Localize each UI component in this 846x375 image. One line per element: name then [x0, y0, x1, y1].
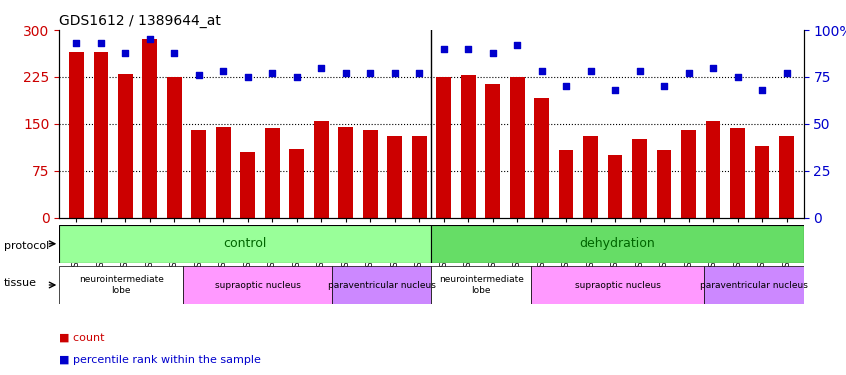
- Point: [118, 50, 132, 55]
- Text: dehydration: dehydration: [580, 237, 656, 250]
- Point: [608, 87, 622, 93]
- Bar: [240, 152, 255, 217]
- Bar: [706, 121, 721, 218]
- Text: neurointermediate
lobe: neurointermediate lobe: [439, 275, 524, 295]
- Point: [535, 68, 548, 74]
- Bar: [583, 136, 598, 218]
- Point: [192, 72, 206, 78]
- Text: protocol: protocol: [4, 241, 49, 250]
- Point: [413, 70, 426, 76]
- Text: control: control: [223, 237, 267, 250]
- Point: [143, 36, 157, 42]
- Bar: [59, 225, 431, 262]
- Text: paraventricular nucleus: paraventricular nucleus: [328, 280, 436, 290]
- Bar: [431, 225, 804, 262]
- Bar: [510, 77, 525, 218]
- Text: neurointermediate
lobe: neurointermediate lobe: [79, 275, 163, 295]
- Point: [266, 70, 279, 76]
- Point: [388, 70, 402, 76]
- Point: [559, 83, 573, 89]
- Bar: [431, 266, 530, 304]
- Bar: [559, 150, 574, 217]
- Bar: [530, 266, 705, 304]
- Bar: [656, 150, 672, 217]
- Bar: [705, 266, 804, 304]
- Bar: [332, 266, 431, 304]
- Bar: [184, 266, 332, 304]
- Point: [437, 46, 450, 52]
- Bar: [607, 155, 623, 218]
- Bar: [338, 127, 353, 218]
- Point: [731, 74, 744, 80]
- Point: [682, 70, 695, 76]
- Point: [706, 64, 720, 70]
- Point: [364, 70, 377, 76]
- Bar: [632, 140, 647, 218]
- Text: tissue: tissue: [4, 278, 37, 288]
- Point: [486, 50, 499, 55]
- Bar: [461, 75, 475, 217]
- Bar: [59, 266, 184, 304]
- Bar: [265, 128, 280, 217]
- Bar: [486, 84, 500, 218]
- Point: [94, 40, 107, 46]
- Bar: [437, 77, 451, 218]
- Point: [780, 70, 794, 76]
- Point: [339, 70, 353, 76]
- Point: [217, 68, 230, 74]
- Bar: [191, 130, 206, 218]
- Bar: [730, 128, 745, 217]
- Text: ■ percentile rank within the sample: ■ percentile rank within the sample: [59, 355, 261, 365]
- Point: [241, 74, 255, 80]
- Bar: [94, 52, 108, 217]
- Point: [510, 42, 524, 48]
- Point: [315, 64, 328, 70]
- Text: supraoptic nucleus: supraoptic nucleus: [574, 280, 661, 290]
- Bar: [216, 127, 231, 218]
- Bar: [755, 146, 769, 218]
- Text: GDS1612 / 1389644_at: GDS1612 / 1389644_at: [59, 13, 221, 28]
- Bar: [535, 98, 549, 218]
- Bar: [681, 130, 696, 218]
- Bar: [142, 39, 157, 218]
- Point: [461, 46, 475, 52]
- Point: [755, 87, 769, 93]
- Point: [290, 74, 304, 80]
- Point: [633, 68, 646, 74]
- Bar: [314, 121, 328, 218]
- Point: [168, 50, 181, 55]
- Text: ■ count: ■ count: [59, 333, 105, 342]
- Text: paraventricular nucleus: paraventricular nucleus: [700, 280, 808, 290]
- Bar: [118, 74, 133, 217]
- Bar: [779, 136, 794, 218]
- Text: supraoptic nucleus: supraoptic nucleus: [215, 280, 300, 290]
- Point: [69, 40, 83, 46]
- Bar: [69, 52, 84, 217]
- Bar: [289, 149, 304, 217]
- Bar: [412, 136, 426, 218]
- Point: [657, 83, 671, 89]
- Bar: [387, 136, 402, 218]
- Point: [584, 68, 597, 74]
- Bar: [363, 130, 377, 218]
- Bar: [167, 77, 182, 218]
